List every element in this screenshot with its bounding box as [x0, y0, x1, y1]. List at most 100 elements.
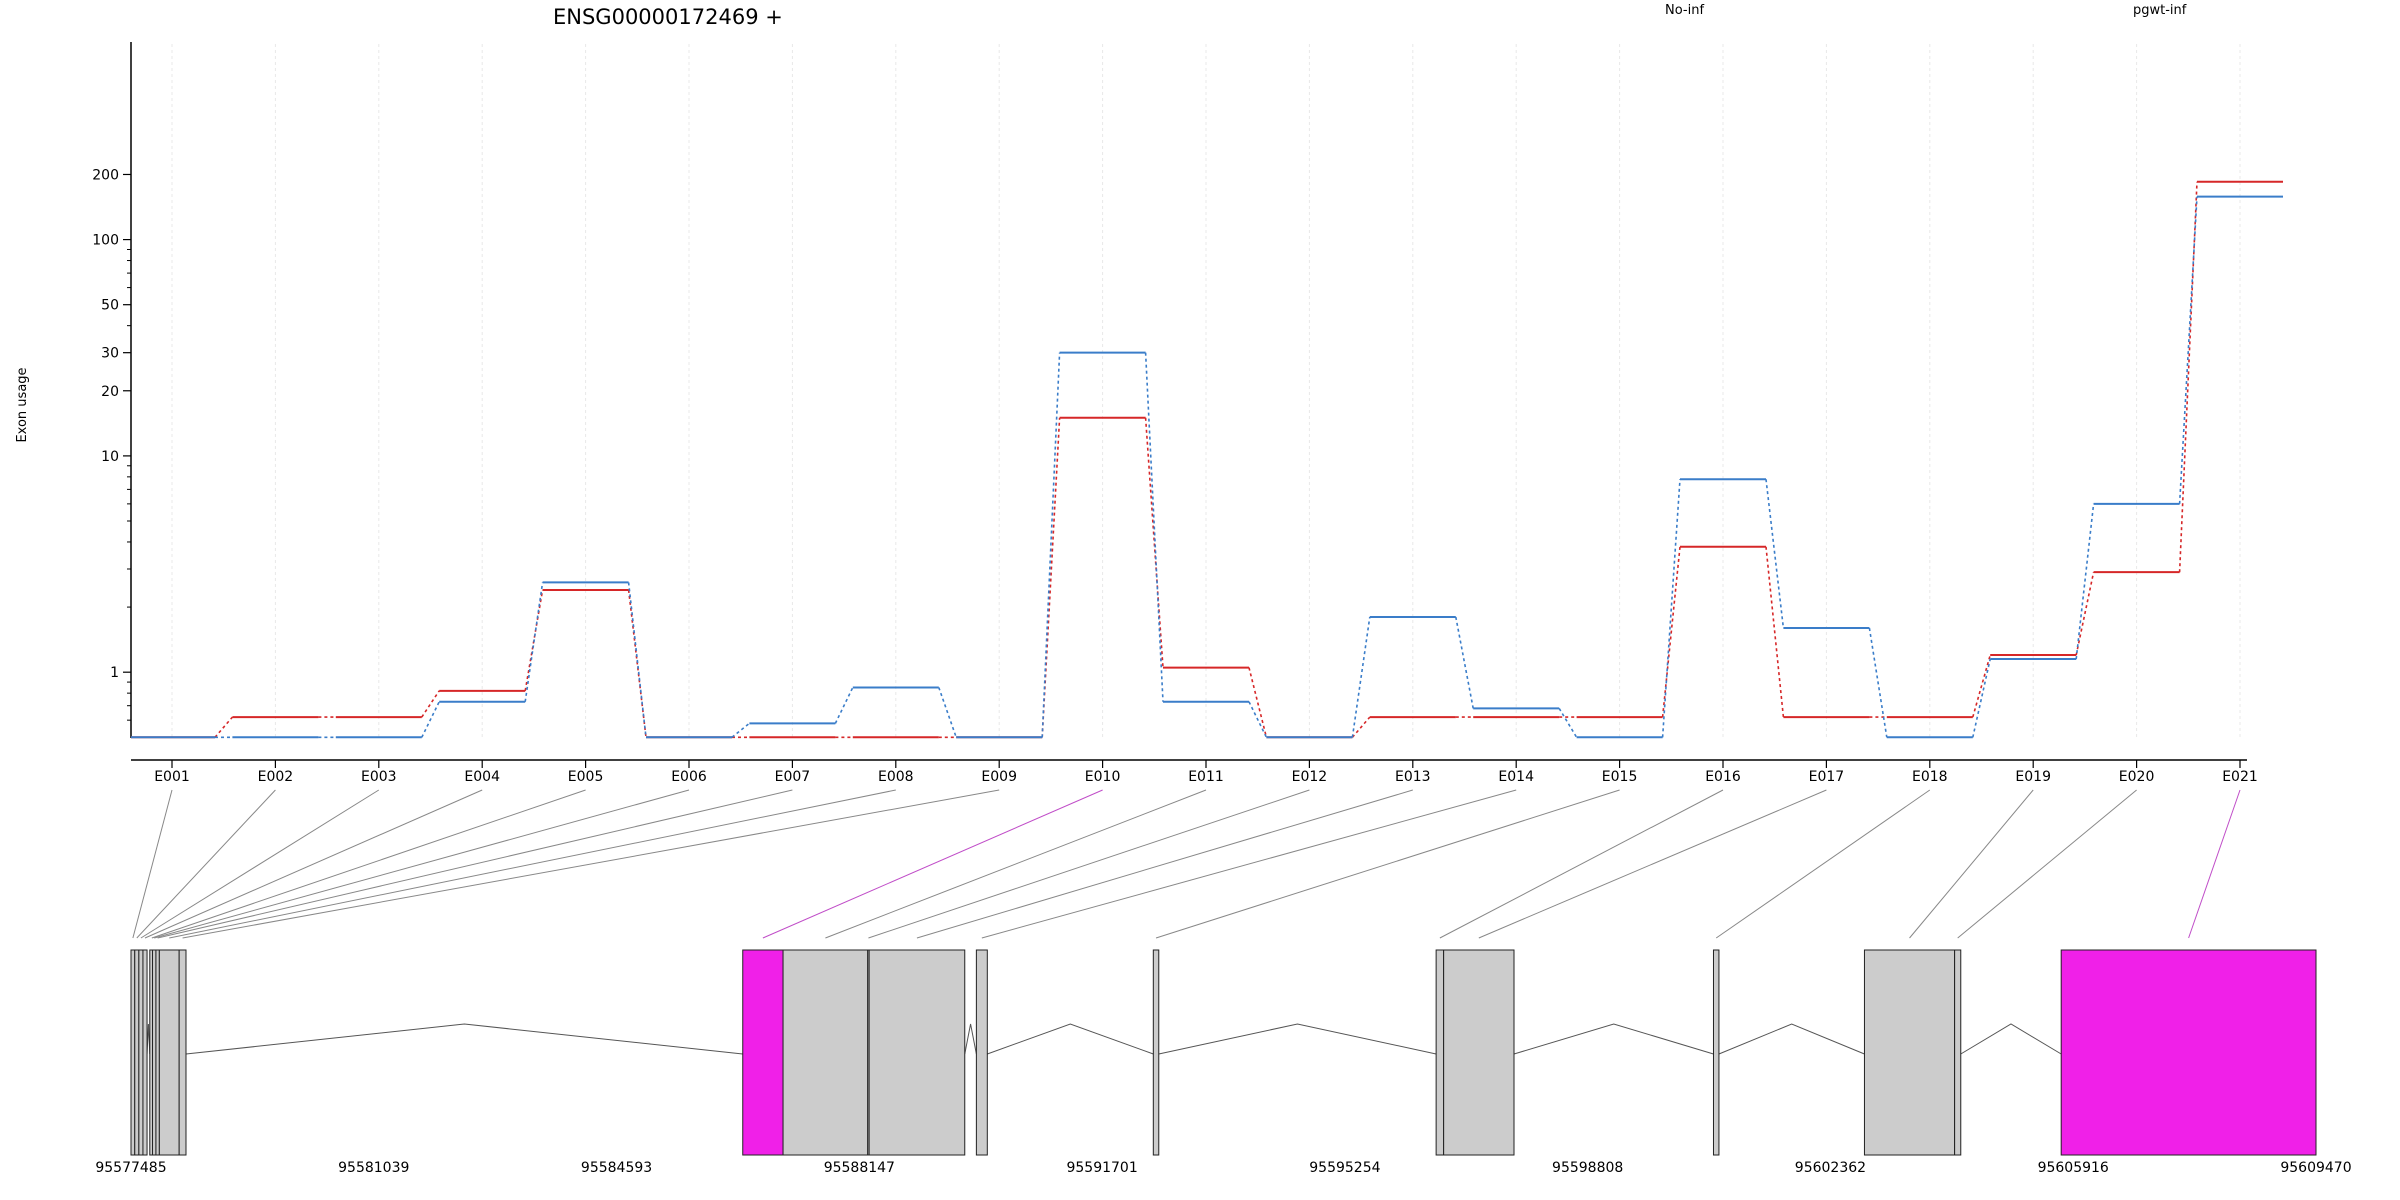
series-no-inf-transition: [2075, 572, 2095, 656]
series-no-inf-transition: [1041, 417, 1061, 738]
exon-connector: [916, 789, 1413, 939]
exon-connector-lines: [132, 789, 2241, 939]
intron-line: [185, 1023, 743, 1055]
x-tick-label: E017: [1809, 769, 1845, 785]
series-pgwt-inf-transition: [1972, 658, 1991, 738]
coordinate-label: 95591701: [1066, 1160, 1137, 1176]
series-pgwt-inf-transition: [524, 582, 544, 702]
y-axis-ticks: 1 10 20 30 50 100 200: [92, 167, 131, 721]
legend-entry-no-inf: No-inf: [1665, 3, 1704, 18]
series-pgwt-inf-transition: [731, 722, 750, 738]
intron-line: [964, 1023, 977, 1055]
exon-box: [130, 949, 136, 1156]
x-tick-label: E020: [2119, 769, 2155, 785]
series-pgwt-inf-transition: [1661, 479, 1681, 738]
exon-box: [1435, 949, 1445, 1156]
series-no-inf-transition: [1351, 716, 1371, 738]
exon-box: [1954, 949, 1962, 1156]
y-tick-label: 10: [101, 449, 119, 465]
coordinate-label: 95577485: [95, 1160, 166, 1176]
exon-box: [152, 949, 157, 1156]
exon-connector: [1155, 789, 1620, 939]
exon-connector: [169, 789, 896, 939]
intron-line: [1960, 1023, 2062, 1055]
coordinate-label: 95595254: [1309, 1160, 1380, 1176]
x-tick-label: E007: [775, 769, 811, 785]
exon-connector: [1478, 789, 1827, 939]
exon-box: [868, 949, 966, 1156]
chart-title: ENSG00000172469 +: [553, 5, 783, 29]
coordinate-label: 95605916: [2038, 1160, 2109, 1176]
x-tick-label: E003: [361, 769, 397, 785]
exon-box: [1712, 949, 1720, 1156]
exon-box: [155, 949, 160, 1156]
vertical-gridlines: [171, 44, 2241, 738]
x-tick-label: E006: [671, 769, 707, 785]
x-axis-ticks: E001 E002 E003 E004 E005 E006 E007 E008 E009 E010…: [154, 760, 2258, 785]
exon-connector: [1715, 789, 1931, 939]
x-tick-label: E013: [1395, 769, 1431, 785]
exon-connector: [151, 789, 586, 939]
exon-connector: [1957, 789, 2137, 939]
series-no-inf-transition: [214, 716, 234, 738]
coordinate-label: 95602362: [1795, 1160, 1866, 1176]
genomic-coordinate-labels: 95577485 95581039 95584593 95588147 95591701…: [95, 1160, 2351, 1176]
x-tick-label: E018: [1912, 769, 1948, 785]
legend-entry-pgwt-inf: pgwt-inf: [2133, 3, 2187, 18]
series-no-inf-transition: [1144, 417, 1164, 668]
exon-box: [134, 949, 140, 1156]
coordinate-label: 95588147: [824, 1160, 895, 1176]
series-pgwt-inf-transition: [1765, 479, 1785, 629]
y-tick-label: 30: [101, 346, 119, 362]
exon-connector: [762, 789, 1103, 939]
exon-connector: [182, 789, 1000, 939]
x-tick-label: E019: [2015, 769, 2051, 785]
exon-box: [782, 949, 869, 1156]
series-pgwt-inf-transition: [834, 687, 854, 724]
exon-box: [158, 949, 180, 1156]
exon-box: [1863, 949, 1956, 1156]
y-tick-label: 200: [92, 167, 119, 183]
x-tick-label: E014: [1498, 769, 1534, 785]
series-no-inf-transition: [421, 690, 440, 718]
x-tick-label: E012: [1292, 769, 1328, 785]
series-pgwt-inf-transition: [1144, 352, 1164, 702]
series-pgwt-inf-transition: [1455, 616, 1474, 709]
series-pgwt-inf-transition: [1351, 616, 1371, 738]
intron-line: [987, 1023, 1154, 1055]
x-tick-label: E010: [1085, 769, 1121, 785]
exon-box: [138, 949, 144, 1156]
exon-connector: [1439, 789, 1724, 939]
y-tick-label: 1: [110, 665, 119, 681]
y-tick-label: 20: [101, 384, 119, 400]
intron-lines: [146, 1023, 2062, 1055]
series-pgwt-inf-transition: [2178, 196, 2198, 504]
coordinate-label: 95581039: [338, 1160, 409, 1176]
intron-line: [1718, 1023, 1865, 1055]
exon-connector: [1909, 789, 2034, 939]
series-pgwt-inf-transition: [938, 687, 957, 738]
exon-box: [178, 949, 187, 1156]
series-pgwt-inf-transition: [1868, 627, 1888, 738]
y-tick-label: 100: [92, 233, 119, 249]
series-no-inf-transition: [1765, 546, 1785, 718]
series-pgwt-inf-transition: [1041, 352, 1061, 738]
series-lines: [131, 180, 2283, 739]
coordinate-label: 95609470: [2280, 1160, 2351, 1176]
x-tick-label: E004: [464, 769, 500, 785]
exon-connector: [140, 789, 380, 939]
intron-line: [1513, 1023, 1714, 1055]
exon-box-highlighted: [742, 949, 784, 1156]
series-pgwt-inf-transition: [421, 701, 440, 738]
x-tick-label: E008: [878, 769, 914, 785]
series-pgwt-inf-transition: [2075, 503, 2095, 660]
x-tick-label: E009: [981, 769, 1017, 785]
y-axis-label: Exon usage: [15, 367, 30, 442]
exon-connector: [132, 789, 173, 939]
exon-box: [1443, 949, 1515, 1156]
exon-connector: [825, 789, 1207, 939]
x-tick-label: E005: [568, 769, 604, 785]
exon-connector: [144, 789, 483, 939]
x-tick-label: E015: [1602, 769, 1638, 785]
